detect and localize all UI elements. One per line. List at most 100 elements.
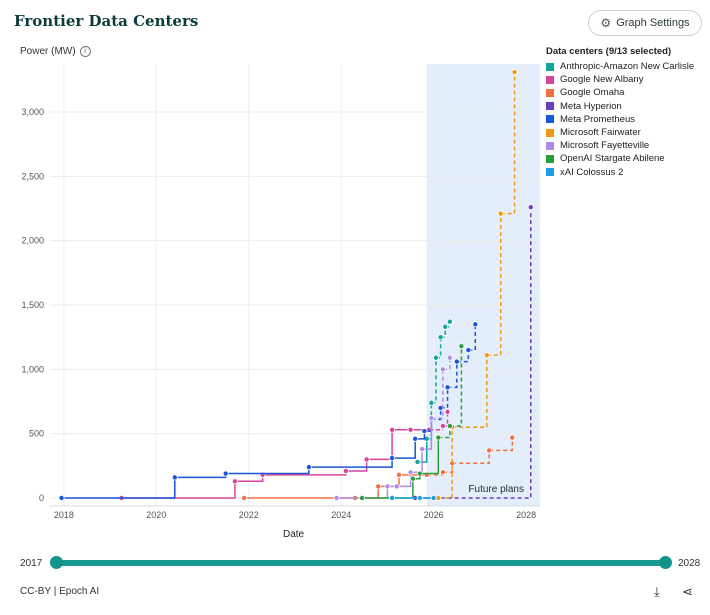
series-line (438, 425, 451, 439)
legend-swatch (546, 168, 554, 177)
data-point (435, 434, 442, 441)
legend-label: Google Omaha (560, 87, 625, 99)
data-point (414, 458, 421, 465)
data-point (446, 318, 453, 325)
x-axis-label: Date (283, 529, 305, 540)
series-line (308, 458, 393, 468)
series-line (452, 450, 490, 465)
legend-item[interactable]: Meta Prometheus (546, 113, 694, 126)
data-point (412, 435, 419, 442)
data-point (231, 478, 238, 485)
data-point (407, 469, 414, 476)
legend-swatch (546, 128, 554, 137)
date-range-slider[interactable] (56, 560, 665, 566)
y-tick-label: 500 (29, 429, 44, 439)
legend-item[interactable]: xAI Colossus 2 (546, 166, 694, 179)
x-tick-label: 2022 (239, 510, 259, 520)
data-point (446, 422, 453, 429)
slider-min-label: 2017 (20, 558, 43, 569)
future-plans-region (426, 64, 540, 506)
data-point (407, 426, 414, 433)
data-point (442, 323, 449, 330)
data-point (430, 494, 437, 501)
data-point (359, 494, 366, 501)
legend: Data centers (9/13 selected) Anthropic-A… (546, 46, 694, 179)
y-tick-label: 2,000 (21, 236, 44, 246)
legend-swatch (546, 102, 554, 111)
series-line (422, 418, 433, 450)
legend-item[interactable]: Google Omaha (546, 86, 694, 99)
series-line (431, 369, 444, 419)
legend-item[interactable]: Microsoft Fairwater (546, 126, 694, 139)
slider-handle-end[interactable] (659, 556, 672, 569)
legend-item[interactable]: Microsoft Fayetteville (546, 139, 694, 152)
series-line (174, 473, 227, 479)
data-point (444, 408, 451, 415)
legend-swatch (546, 141, 554, 150)
data-point (527, 204, 534, 211)
y-tick-label: 3,000 (21, 107, 44, 117)
legend-label: Microsoft Fayetteville (560, 140, 650, 152)
data-point (389, 455, 396, 462)
graph-settings-label: Graph Settings (616, 17, 690, 29)
legend-swatch (546, 75, 554, 84)
share-icon[interactable]: ⋖ (682, 584, 693, 599)
data-point (432, 354, 439, 361)
series-line (447, 361, 458, 389)
data-point (497, 210, 504, 217)
legend-label: Meta Hyperion (560, 100, 622, 112)
x-tick-label: 2020 (146, 510, 166, 520)
data-point (389, 494, 396, 501)
page-title: Frontier Data Centers (14, 12, 199, 30)
legend-item[interactable]: Google New Albany (546, 73, 694, 86)
future-plans-label: Future plans (468, 484, 524, 495)
download-icon[interactable]: ⤓ (654, 584, 660, 599)
data-point (437, 334, 444, 341)
y-tick-label: 1,000 (21, 364, 44, 374)
data-point (171, 474, 178, 481)
y-tick-label: 0 (39, 493, 44, 503)
data-point (421, 428, 428, 435)
legend-label: xAI Colossus 2 (560, 166, 624, 178)
legend-item[interactable]: Meta Hyperion (546, 100, 694, 113)
data-point (446, 354, 453, 361)
legend-item[interactable]: Anthropic-Amazon New Carlisle (546, 60, 694, 73)
series-line (61, 477, 176, 499)
series-line (417, 438, 428, 463)
y-tick-label: 2,500 (21, 171, 44, 181)
legend-swatch (546, 62, 554, 71)
slider-handle-start[interactable] (50, 556, 63, 569)
info-icon[interactable]: i (79, 46, 91, 57)
data-point (409, 475, 416, 482)
data-point (305, 464, 312, 471)
data-point (58, 494, 65, 501)
data-point (465, 347, 472, 354)
data-point (428, 415, 435, 422)
data-point (486, 447, 493, 454)
x-tick-label: 2026 (424, 510, 444, 520)
y-axis-label: Power (MW) (20, 46, 76, 57)
legend-item[interactable]: OpenAI Stargate Abilene (546, 152, 694, 165)
legend-label: Google New Albany (560, 74, 644, 86)
legend-swatch (546, 115, 554, 124)
series-line (456, 350, 470, 363)
series-line (121, 481, 236, 499)
x-tick-label: 2028 (516, 510, 536, 520)
graph-settings-button[interactable]: ⚙ Graph Settings (588, 10, 702, 36)
series-line (225, 467, 310, 475)
series-line (355, 486, 379, 499)
data-point (444, 384, 451, 391)
legend-label: Anthropic-Amazon New Carlisle (560, 61, 695, 73)
legend-label: Microsoft Fairwater (560, 127, 641, 139)
gear-icon: ⚙ (600, 16, 612, 30)
data-point (363, 456, 370, 463)
data-point (389, 426, 396, 433)
data-point (393, 483, 400, 490)
data-point (428, 399, 435, 406)
data-point (419, 446, 426, 453)
data-point (453, 358, 460, 365)
data-point (416, 470, 423, 477)
data-point (333, 494, 340, 501)
data-point (472, 321, 479, 328)
data-point (416, 494, 423, 501)
